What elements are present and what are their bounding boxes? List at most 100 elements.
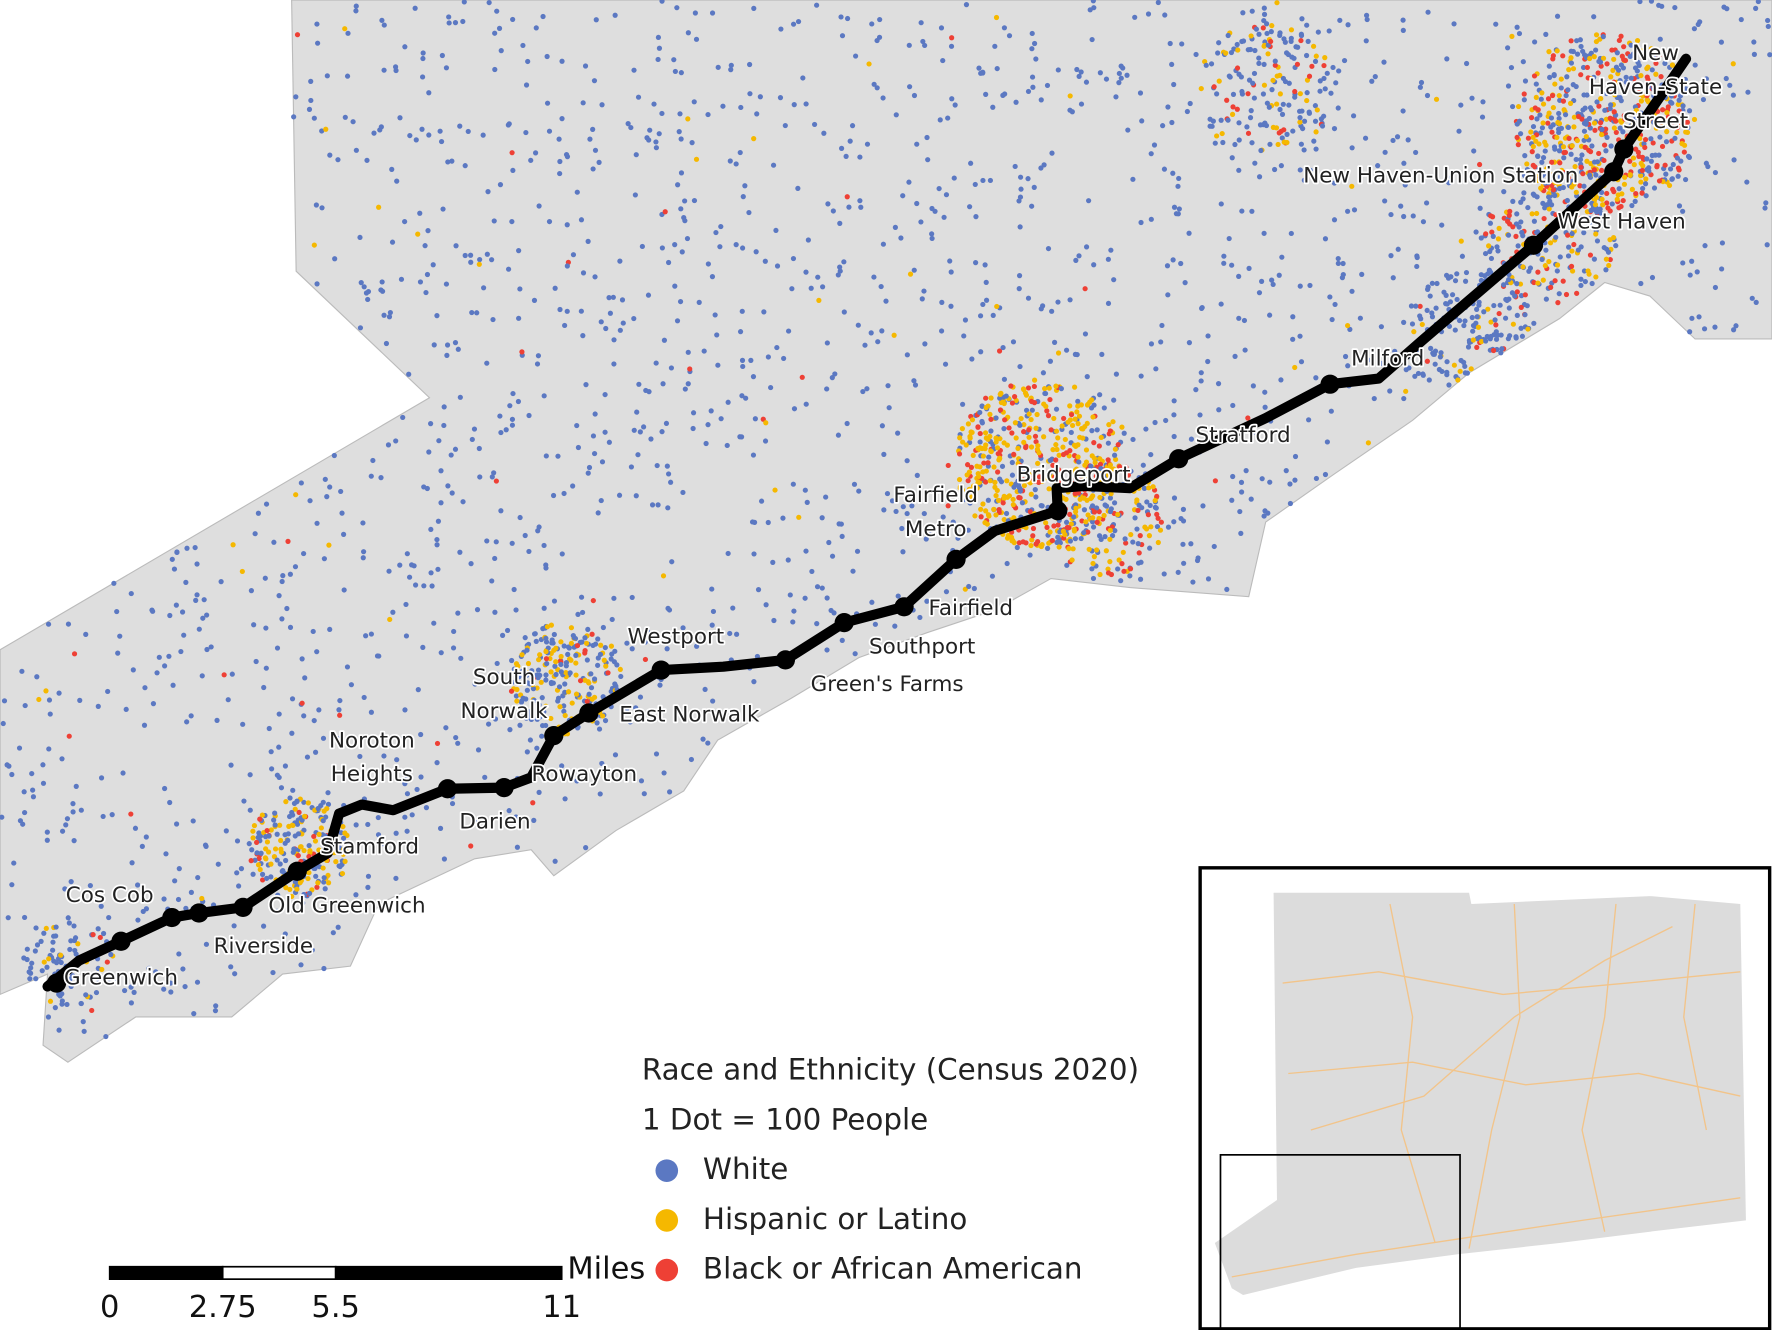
dot bbox=[271, 817, 277, 823]
dot bbox=[907, 84, 913, 90]
dot bbox=[1630, 155, 1637, 161]
dot bbox=[1221, 253, 1227, 259]
dot bbox=[836, 521, 842, 527]
dot bbox=[1595, 70, 1601, 76]
dot bbox=[995, 497, 1002, 503]
dot bbox=[1281, 127, 1287, 133]
dot bbox=[43, 925, 49, 931]
dot bbox=[1401, 160, 1407, 166]
dot bbox=[402, 218, 408, 225]
dot bbox=[1607, 115, 1613, 121]
dot bbox=[492, 30, 498, 36]
dot bbox=[525, 670, 531, 676]
dot bbox=[616, 492, 623, 498]
dot bbox=[71, 923, 77, 929]
dot bbox=[180, 966, 186, 972]
dot bbox=[1569, 143, 1575, 149]
dot bbox=[1038, 306, 1044, 312]
dot bbox=[1147, 502, 1153, 509]
dot bbox=[949, 96, 955, 102]
dot bbox=[223, 828, 229, 834]
dot bbox=[287, 886, 293, 893]
dot bbox=[403, 633, 410, 639]
dot bbox=[90, 932, 96, 938]
dot bbox=[1639, 190, 1645, 196]
dot bbox=[1033, 494, 1039, 500]
dot bbox=[1429, 280, 1435, 286]
dot bbox=[444, 342, 451, 348]
dot bbox=[204, 612, 210, 618]
dot bbox=[1108, 491, 1114, 497]
dot bbox=[885, 383, 891, 389]
dot bbox=[263, 625, 269, 631]
dot bbox=[1137, 576, 1144, 582]
dot bbox=[115, 650, 121, 656]
dot bbox=[693, 36, 700, 42]
dot bbox=[1155, 539, 1161, 546]
dot bbox=[709, 274, 716, 280]
dot bbox=[1547, 240, 1554, 246]
dot bbox=[1456, 317, 1463, 324]
dot bbox=[1230, 104, 1236, 110]
dot bbox=[1009, 459, 1015, 466]
dot bbox=[710, 698, 716, 704]
dot bbox=[739, 308, 745, 314]
dot bbox=[1058, 386, 1064, 392]
dot bbox=[993, 493, 999, 499]
dot bbox=[47, 998, 54, 1004]
dot bbox=[1029, 407, 1035, 413]
dot bbox=[1644, 167, 1650, 173]
dot bbox=[543, 648, 549, 655]
dot bbox=[1004, 494, 1010, 500]
dot bbox=[743, 395, 749, 401]
dot bbox=[558, 669, 564, 675]
dot bbox=[357, 234, 363, 241]
dot bbox=[401, 734, 407, 740]
dot bbox=[705, 422, 711, 428]
dot bbox=[725, 399, 731, 405]
dot bbox=[1272, 166, 1278, 173]
dot bbox=[948, 43, 955, 49]
dot bbox=[1030, 533, 1036, 539]
dot bbox=[1245, 130, 1252, 136]
dot bbox=[1573, 83, 1579, 90]
dot bbox=[489, 474, 495, 480]
dot bbox=[1557, 254, 1563, 260]
dot bbox=[921, 288, 927, 294]
dot bbox=[1638, 173, 1644, 179]
dot bbox=[469, 436, 475, 443]
dot bbox=[322, 886, 328, 892]
dot bbox=[578, 594, 585, 600]
road bbox=[1231, 1197, 1741, 1278]
dot bbox=[980, 453, 987, 459]
dot bbox=[1070, 546, 1076, 552]
dot bbox=[999, 463, 1006, 469]
dot bbox=[1292, 364, 1298, 371]
dot bbox=[1609, 47, 1615, 53]
dot bbox=[1317, 88, 1323, 94]
station-marker bbox=[494, 777, 514, 798]
dot bbox=[1010, 496, 1016, 503]
dot bbox=[586, 464, 593, 471]
dot bbox=[1606, 262, 1612, 269]
dot bbox=[515, 672, 521, 679]
dot bbox=[299, 700, 305, 706]
dot bbox=[1509, 33, 1515, 39]
dot bbox=[629, 594, 635, 601]
dot bbox=[995, 469, 1001, 475]
dot bbox=[1307, 282, 1313, 289]
dot bbox=[1615, 192, 1621, 198]
dot bbox=[770, 559, 776, 565]
dot bbox=[645, 292, 652, 298]
dot bbox=[1539, 256, 1545, 263]
dot bbox=[370, 457, 376, 464]
dot bbox=[324, 806, 330, 812]
dot bbox=[1313, 53, 1319, 59]
dot bbox=[1030, 84, 1036, 90]
dot bbox=[472, 681, 478, 687]
dot bbox=[508, 688, 515, 694]
dot bbox=[341, 531, 347, 537]
dot bbox=[1001, 440, 1007, 446]
dot bbox=[664, 463, 670, 469]
dot bbox=[1020, 477, 1026, 483]
